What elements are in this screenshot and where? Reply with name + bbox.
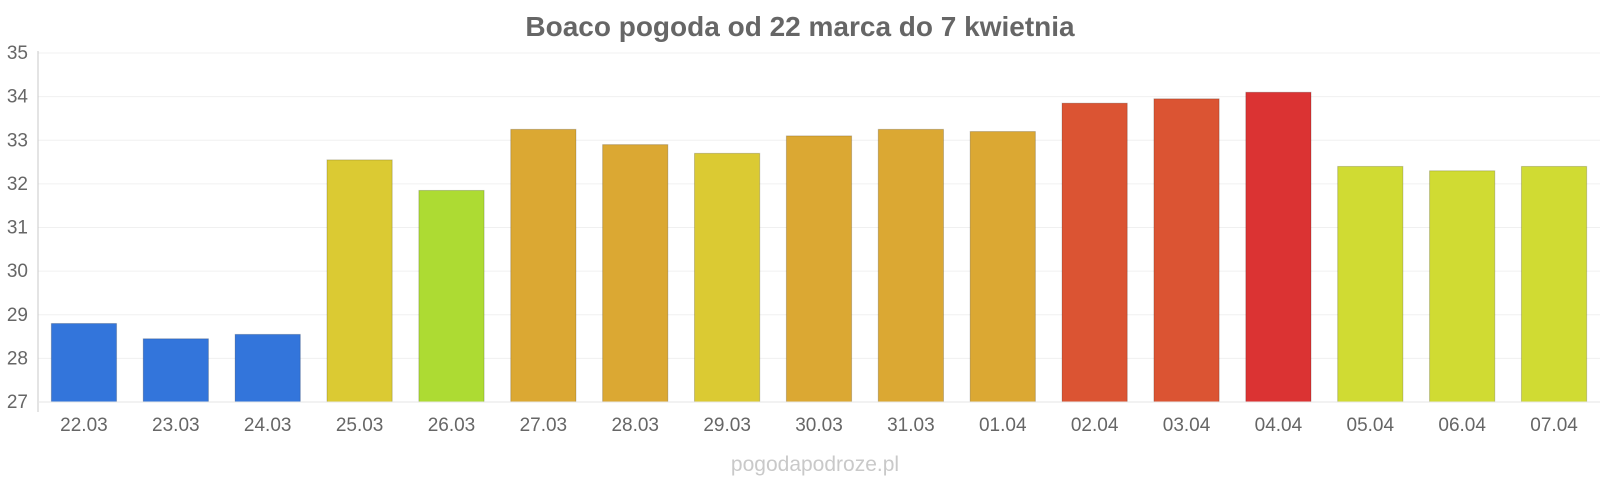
y-tick-label: 32 [7, 174, 28, 195]
chart-title: Boaco pogoda od 22 marca do 7 kwietnia [525, 11, 1075, 42]
bar [693, 152, 761, 403]
x-tick-label: 23.03 [152, 415, 200, 436]
bar [142, 338, 209, 403]
x-tick-label: 31.03 [887, 415, 935, 436]
bar [877, 128, 945, 403]
y-tick-label: 30 [7, 261, 28, 282]
x-tick-label: 22.03 [60, 415, 108, 436]
x-tick-label: 01.04 [979, 415, 1027, 436]
y-tick-label: 33 [7, 130, 28, 151]
x-tick-label: 30.03 [795, 415, 843, 436]
x-tick-label: 02.04 [1071, 415, 1119, 436]
x-tick-label: 24.03 [244, 415, 292, 436]
y-tick-label: 29 [7, 305, 28, 326]
bar [602, 144, 669, 403]
y-axis: 27 28 29 30 31 32 33 34 35 [7, 43, 39, 413]
y-tick-label: 28 [7, 348, 28, 369]
bar [785, 135, 853, 403]
bar [234, 333, 301, 403]
y-tick-label: 27 [7, 392, 28, 413]
bar [510, 128, 577, 403]
bar [1337, 165, 1404, 403]
bar [969, 131, 1036, 403]
bar [1061, 102, 1128, 403]
x-tick-label: 28.03 [611, 415, 659, 436]
bars [50, 91, 1588, 403]
y-tick-label: 35 [7, 43, 28, 64]
x-tick-label: 06.04 [1438, 415, 1486, 436]
y-tick-label: 34 [7, 87, 29, 108]
x-tick-label: 03.04 [1163, 415, 1211, 436]
x-tick-label: 29.03 [703, 415, 751, 436]
bar [1520, 165, 1588, 403]
bar [50, 322, 118, 403]
y-tick-label: 31 [7, 218, 28, 239]
bar [1429, 170, 1496, 403]
x-tick-label: 26.03 [428, 415, 476, 436]
bar [1245, 91, 1312, 403]
x-tick-label: 05.04 [1347, 415, 1395, 436]
x-axis: 22.03 23.03 24.03 25.03 26.03 27.03 28.03 29.03… [38, 401, 1600, 436]
x-tick-label: 27.03 [520, 415, 568, 436]
site-watermark: pogodapodroze.pl [731, 453, 899, 476]
bar [1153, 98, 1220, 403]
bar [326, 159, 393, 403]
x-tick-label: 04.04 [1255, 415, 1303, 436]
x-tick-label: 07.04 [1530, 415, 1578, 436]
x-tick-label: 25.03 [336, 415, 384, 436]
bar [418, 189, 485, 403]
